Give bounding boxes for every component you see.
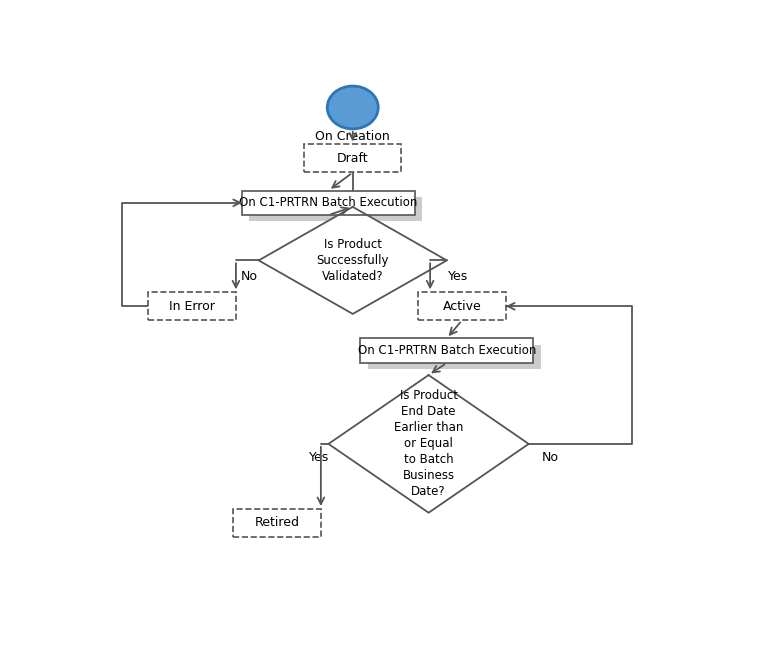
Text: Is Product
Successfully
Validated?: Is Product Successfully Validated? <box>316 238 389 283</box>
FancyBboxPatch shape <box>305 144 402 173</box>
Text: In Error: In Error <box>169 300 215 312</box>
Text: No: No <box>241 269 258 283</box>
Text: Is Product
End Date
Earlier than
or Equal
to Batch
Business
Date?: Is Product End Date Earlier than or Equa… <box>394 389 464 498</box>
Text: On C1-PRTRN Batch Execution: On C1-PRTRN Batch Execution <box>240 197 417 209</box>
Text: On Creation: On Creation <box>316 130 390 143</box>
Text: Retired: Retired <box>254 516 299 530</box>
Text: No: No <box>542 451 558 464</box>
FancyBboxPatch shape <box>249 197 422 221</box>
Ellipse shape <box>327 86 378 129</box>
FancyBboxPatch shape <box>367 344 540 369</box>
Polygon shape <box>329 375 529 512</box>
FancyBboxPatch shape <box>148 292 236 320</box>
FancyBboxPatch shape <box>233 509 321 537</box>
Polygon shape <box>258 207 447 314</box>
Text: On C1-PRTRN Batch Execution: On C1-PRTRN Batch Execution <box>358 344 536 357</box>
FancyBboxPatch shape <box>360 338 533 363</box>
Text: Draft: Draft <box>337 152 369 165</box>
FancyBboxPatch shape <box>418 292 506 320</box>
Text: Yes: Yes <box>448 269 468 283</box>
Text: Yes: Yes <box>309 451 330 464</box>
Text: Active: Active <box>442 300 482 312</box>
FancyBboxPatch shape <box>242 191 415 215</box>
